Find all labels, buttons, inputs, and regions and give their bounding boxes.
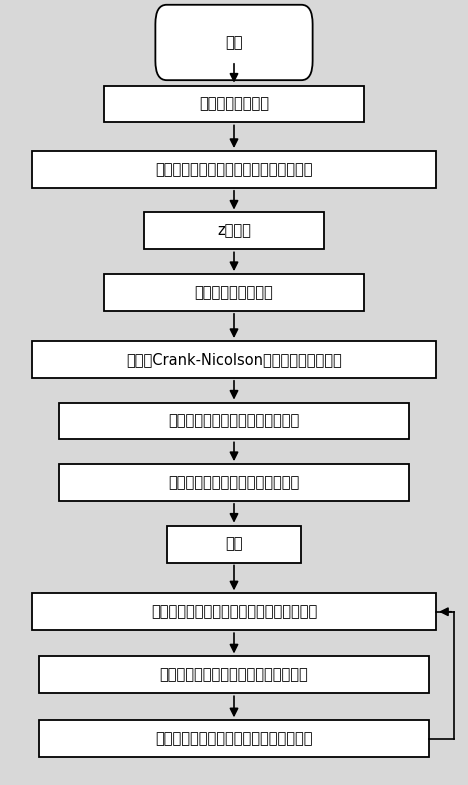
FancyBboxPatch shape	[38, 656, 430, 693]
FancyBboxPatch shape	[38, 720, 430, 758]
Text: 将电场值代入到磁场的迭代方程求解磁场: 将电场值代入到磁场的迭代方程求解磁场	[155, 731, 313, 747]
FancyBboxPatch shape	[155, 5, 313, 80]
FancyBboxPatch shape	[32, 593, 436, 630]
FancyBboxPatch shape	[32, 341, 436, 378]
Text: 根据色散关系求出电场的隐式方程: 根据色散关系求出电场的隐式方程	[168, 475, 300, 490]
Text: 求解系数为三对角矩阵方程，求出电场: 求解系数为三对角矩阵方程，求出电场	[160, 667, 308, 682]
Text: 开始: 开始	[225, 35, 243, 50]
FancyBboxPatch shape	[167, 526, 301, 563]
Text: z域表示: z域表示	[217, 224, 251, 239]
FancyBboxPatch shape	[104, 86, 364, 122]
FancyBboxPatch shape	[59, 403, 409, 440]
Text: 直角坐标系中表示修正后的麦克斯韦方程: 直角坐标系中表示修正后的麦克斯韦方程	[155, 162, 313, 177]
FancyBboxPatch shape	[104, 274, 364, 311]
Text: 展开成Crank-Nicolson时域有限差分的形式: 展开成Crank-Nicolson时域有限差分的形式	[126, 352, 342, 367]
FancyBboxPatch shape	[144, 213, 324, 250]
Text: 去耦: 去耦	[225, 537, 243, 552]
FancyBboxPatch shape	[32, 151, 436, 188]
Text: 分子消元后推导变换: 分子消元后推导变换	[195, 285, 273, 300]
Text: 修正麦克斯韦方程: 修正麦克斯韦方程	[199, 97, 269, 111]
Text: 求出电位移矢量和磁场的迭代方程: 求出电位移矢量和磁场的迭代方程	[168, 414, 300, 429]
FancyBboxPatch shape	[59, 464, 409, 501]
Text: 三对角矩阵形式的系数的电场显式迭代方程: 三对角矩阵形式的系数的电场显式迭代方程	[151, 604, 317, 619]
